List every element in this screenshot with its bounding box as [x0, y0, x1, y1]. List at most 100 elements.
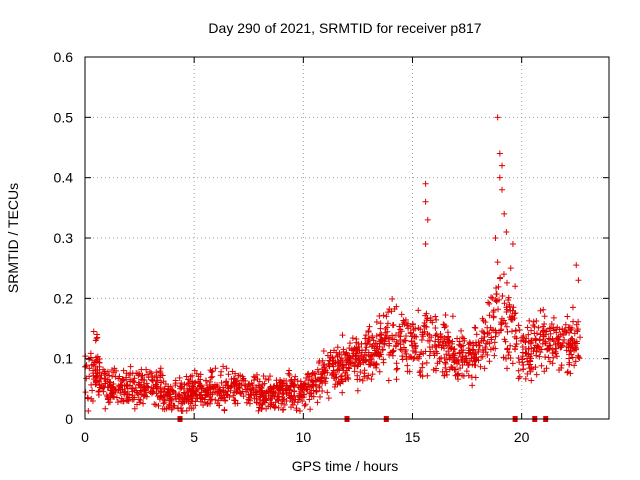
data-point [480, 349, 487, 356]
data-point [471, 358, 478, 365]
data-point [369, 371, 376, 378]
data-point [161, 385, 168, 392]
data-point [484, 352, 491, 359]
data-point [430, 350, 437, 357]
data-point [275, 404, 282, 411]
data-point [419, 360, 426, 367]
data-point [109, 373, 116, 380]
data-point [280, 406, 287, 413]
data-point [400, 317, 407, 324]
data-point [468, 355, 475, 362]
data-point [534, 330, 541, 337]
data-point [218, 379, 225, 386]
data-point [316, 383, 323, 390]
data-point [306, 390, 313, 397]
data-point [190, 405, 197, 412]
data-point [203, 387, 210, 394]
data-point [492, 345, 499, 352]
data-point [450, 350, 457, 357]
data-point [475, 346, 482, 353]
data-point [395, 329, 402, 336]
data-point [503, 228, 510, 235]
data-point [482, 346, 489, 353]
data-point [515, 354, 522, 361]
data-point [443, 351, 450, 358]
data-point [384, 320, 391, 327]
data-point [266, 389, 273, 396]
data-point [512, 283, 519, 290]
data-point [120, 367, 127, 374]
data-point [118, 397, 125, 404]
data-point [355, 340, 362, 347]
data-point [104, 368, 111, 375]
data-point [465, 372, 472, 379]
data-point [377, 325, 384, 332]
data-point [193, 370, 200, 377]
data-point [134, 401, 141, 408]
data-point [417, 351, 424, 358]
data-point [496, 150, 503, 157]
data-point [560, 332, 567, 339]
data-point [231, 389, 238, 396]
data-point [441, 372, 448, 379]
data-point [209, 368, 216, 375]
y-tick-label: 0.2 [54, 290, 74, 306]
data-point [383, 332, 390, 339]
data-point [210, 385, 217, 392]
data-point [290, 383, 297, 390]
data-point [137, 396, 144, 403]
data-point [146, 368, 153, 375]
data-point [291, 376, 298, 383]
data-point [190, 392, 197, 399]
data-point [459, 362, 466, 369]
data-point [573, 262, 580, 269]
data-point [289, 398, 296, 405]
data-point [186, 396, 193, 403]
data-point [398, 311, 405, 318]
data-point [547, 330, 554, 337]
data-point [310, 370, 317, 377]
data-point [94, 377, 101, 384]
data-point [364, 375, 371, 382]
data-point [161, 396, 168, 403]
data-point [455, 370, 462, 377]
data-point [176, 374, 183, 381]
data-point [482, 319, 489, 326]
data-point [165, 383, 172, 390]
data-point [422, 312, 429, 319]
data-point [377, 320, 384, 327]
data-point [412, 342, 419, 349]
data-point [367, 353, 374, 360]
data-point [293, 407, 300, 414]
data-point [537, 307, 544, 314]
data-point [460, 335, 467, 342]
data-point [376, 313, 383, 320]
data-point [548, 321, 555, 328]
x-tick-label: 5 [190, 429, 198, 445]
data-point [93, 381, 100, 388]
data-point [366, 323, 373, 330]
data-point [256, 404, 263, 411]
data-point [385, 377, 392, 384]
data-point [347, 360, 354, 367]
y-tick-label: 0.5 [54, 109, 74, 125]
data-point [407, 323, 414, 330]
data-point [457, 353, 464, 360]
data-point [140, 400, 147, 407]
data-point [505, 294, 512, 301]
data-point [359, 377, 366, 384]
data-point [427, 315, 434, 322]
data-point [499, 162, 506, 169]
data-point [332, 359, 339, 366]
data-point [426, 337, 433, 344]
axis-ticks: 0 0.1 0.2 0.3 0.4 0.5 0.6 0 5 10 15 20 [54, 49, 609, 445]
data-point [421, 319, 428, 326]
data-point [534, 342, 541, 349]
data-point [407, 330, 414, 337]
data-point [458, 327, 465, 334]
data-point [224, 388, 231, 395]
data-point [507, 307, 514, 314]
data-point [273, 377, 280, 384]
data-point [414, 355, 421, 362]
data-point [191, 379, 198, 386]
